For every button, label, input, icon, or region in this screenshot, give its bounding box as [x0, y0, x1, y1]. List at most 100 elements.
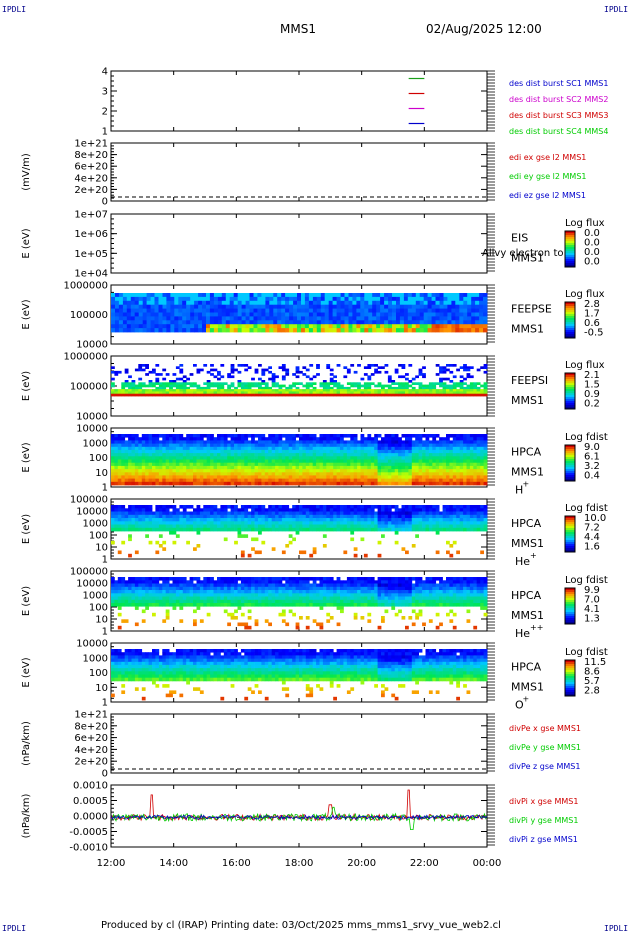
spectrogram-cell	[403, 308, 409, 313]
spectrogram-cell	[336, 446, 341, 451]
spectrogram-cell	[401, 462, 406, 467]
spectrogram-cell	[442, 382, 447, 385]
spectrogram-cell	[162, 324, 167, 329]
spectrogram-cell	[353, 391, 358, 395]
spectrogram-cell	[309, 505, 314, 509]
spectrogram-cell	[367, 524, 372, 529]
colorbar-tick-label: 1.5	[584, 380, 600, 391]
colorbar-swatch	[565, 385, 575, 388]
spectrogram-cell	[269, 320, 274, 325]
spectrogram-cell	[121, 508, 126, 512]
spectrogram-cell	[261, 443, 266, 448]
spectrogram-cell	[230, 370, 235, 374]
spectrogram-cell	[179, 368, 184, 372]
y-tick-label: 1000	[83, 519, 108, 530]
spectrogram-cell	[368, 320, 373, 325]
spectrogram-cell	[186, 505, 190, 509]
spectrogram-cell	[158, 521, 163, 525]
spectrogram-cell	[220, 375, 225, 379]
spectrogram-cell	[138, 368, 143, 372]
spectrogram-cell	[131, 478, 136, 483]
spectrogram-cell	[199, 437, 204, 441]
spectrogram-cell	[162, 304, 167, 309]
spectrogram-cell	[170, 293, 175, 298]
spectrogram-cell	[329, 437, 334, 441]
spectrogram-cell	[411, 391, 416, 395]
spectrogram-cell	[145, 469, 149, 473]
spectrogram-cell	[172, 472, 177, 476]
spectrogram-cell	[467, 328, 472, 333]
spectrogram-cell	[459, 304, 464, 309]
spectrogram-cell	[346, 514, 351, 519]
spectrogram-cell	[237, 308, 243, 313]
spectrogram-cell	[316, 391, 320, 395]
spectrogram-cell	[350, 478, 355, 483]
spectrogram-cell	[155, 518, 160, 522]
spectrogram-cell	[467, 300, 472, 306]
spectrogram-cell	[210, 443, 214, 448]
spectrogram-cell	[446, 386, 450, 390]
spectrogram-cell	[340, 472, 344, 476]
spectrogram-cell	[277, 312, 282, 317]
spectrogram-cell	[333, 481, 337, 486]
spectrogram-cell	[285, 370, 290, 374]
instrument-label: FEEPSE	[511, 303, 552, 316]
spectrogram-cell	[309, 389, 314, 392]
spectrogram-cell	[336, 511, 341, 516]
spectrogram-cell	[316, 296, 322, 302]
spectrogram-cell	[278, 384, 283, 388]
spectrogram-cell	[374, 456, 378, 460]
spectrogram-cell	[288, 440, 293, 444]
spectrogram-cell	[471, 328, 476, 333]
spectrogram-cell	[456, 437, 460, 441]
y-axis-label: E (eV)	[21, 442, 32, 472]
spectrogram-cell	[350, 389, 355, 392]
spectrogram-cell	[121, 521, 126, 525]
spectrogram-cell	[439, 382, 443, 385]
spectrogram-cell	[254, 469, 259, 473]
spectrogram-cell	[206, 475, 211, 479]
spectrogram-cell	[134, 437, 139, 441]
spectrogram-cell	[299, 437, 303, 441]
spectrogram-cell	[148, 453, 153, 457]
spectrogram-cell	[210, 514, 214, 519]
spectrogram-cell	[476, 449, 481, 454]
spectrogram-cell	[370, 437, 375, 441]
spectrogram-cell	[469, 375, 474, 379]
spectrogram-cell	[128, 449, 132, 454]
spectrogram-cell	[281, 456, 286, 460]
spectrogram-cell	[268, 443, 272, 448]
spectrogram-cell	[459, 472, 464, 476]
spectrogram-cell	[261, 312, 266, 317]
spectrogram-cell	[227, 391, 231, 395]
spectrogram-cell	[210, 440, 214, 444]
spectrogram-cell	[145, 462, 149, 467]
spectrogram-cell	[405, 437, 409, 441]
spectrogram-cell	[193, 475, 197, 479]
spectrogram-cell	[221, 328, 227, 333]
spectrogram-cell	[210, 465, 214, 470]
spectrogram-cell	[175, 377, 180, 381]
spectrogram-cell	[203, 443, 208, 448]
spectrogram-cell	[261, 524, 266, 529]
spectrogram-cell	[312, 312, 318, 317]
spectrogram-cell	[322, 511, 327, 516]
spectrogram-cell	[368, 304, 373, 309]
spectrogram-cell	[483, 469, 488, 473]
spectrogram-cell	[333, 478, 337, 483]
spectrogram-cell	[384, 443, 389, 448]
spectrogram-cell	[169, 469, 173, 473]
spectrogram-cell	[363, 462, 368, 467]
spectrogram-cell	[158, 389, 163, 392]
spectrogram-cell	[449, 481, 454, 486]
spectrogram-cell	[278, 437, 283, 441]
spectrogram-cell	[374, 389, 378, 392]
spectrogram-cell	[118, 304, 124, 309]
spectrogram-cell	[452, 469, 457, 473]
spectrogram-cell	[251, 434, 255, 438]
spectrogram-cell	[203, 508, 208, 512]
spectrogram-cell	[336, 296, 341, 302]
spectrogram-cell	[363, 478, 368, 483]
spectrogram-cell	[446, 443, 450, 448]
spectrogram-cell	[479, 320, 484, 325]
